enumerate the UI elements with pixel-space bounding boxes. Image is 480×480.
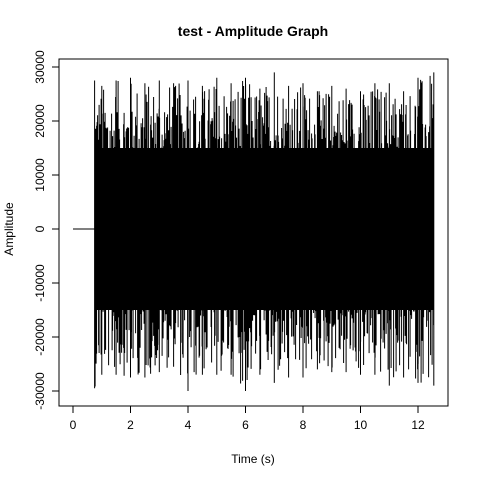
y-tick-label: -10000 <box>33 264 47 302</box>
x-tick-label: 0 <box>70 418 77 432</box>
y-tick-label: 20000 <box>33 104 47 138</box>
x-tick-label: 8 <box>300 418 307 432</box>
plot-area <box>73 72 435 391</box>
waveform-series <box>94 72 435 391</box>
x-tick-label: 10 <box>354 418 368 432</box>
x-axis: 0 2 4 6 8 10 12 <box>70 405 425 432</box>
y-tick-label: -20000 <box>33 318 47 356</box>
y-tick-label: -30000 <box>33 372 47 410</box>
y-axis: -30000 -20000 -10000 0 10000 20000 30000 <box>33 50 60 410</box>
y-axis-label: Amplitude <box>2 202 16 256</box>
y-tick-label: 10000 <box>33 158 47 192</box>
x-tick-label: 12 <box>411 418 425 432</box>
y-tick-label: 30000 <box>33 50 47 84</box>
x-tick-label: 6 <box>242 418 249 432</box>
x-tick-label: 4 <box>185 418 192 432</box>
x-axis-label: Time (s) <box>231 452 275 466</box>
chart-title: test - Amplitude Graph <box>178 23 328 39</box>
y-tick-label: 0 <box>33 225 47 232</box>
x-tick-label: 2 <box>127 418 134 432</box>
